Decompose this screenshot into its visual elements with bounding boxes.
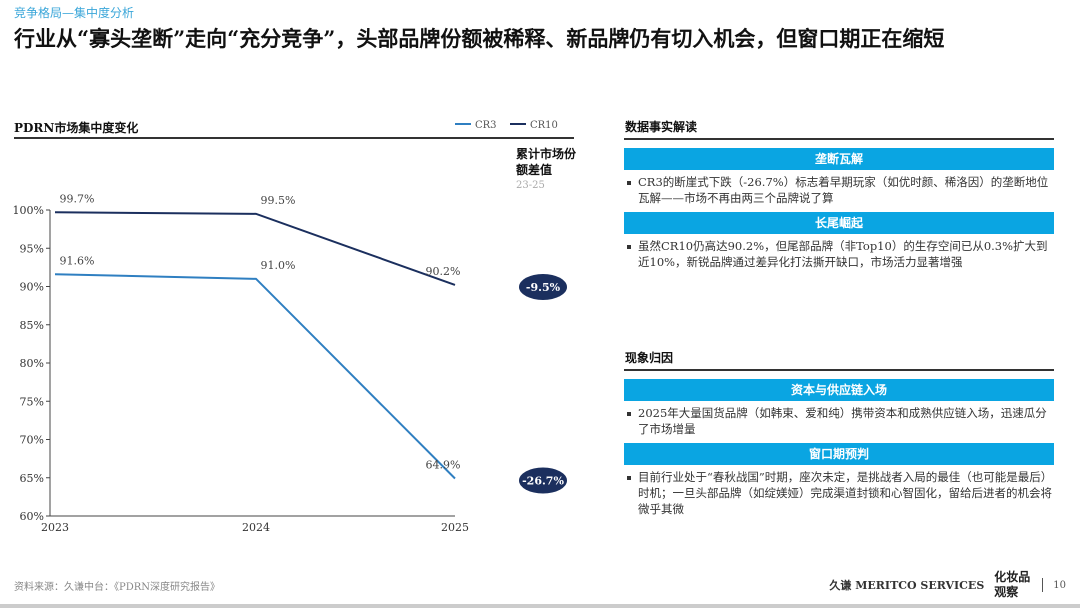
data-label-cr10: 99.5% bbox=[261, 194, 296, 207]
y-tick-label: 100% bbox=[13, 204, 44, 217]
fact-head-2: 长尾崛起 bbox=[624, 212, 1054, 234]
legend-label-cr3: CR3 bbox=[475, 120, 497, 131]
footer-logos: 久谦 MERITCO SERVICES 化妆品观察 10 bbox=[829, 570, 1066, 600]
diff-badge-cr3 bbox=[519, 467, 567, 494]
series-line-cr10 bbox=[54, 211, 456, 286]
y-tick-label: 80% bbox=[20, 357, 44, 370]
fact-text-1: CR3的断崖式下跌（-26.7%）标志着早期玩家（如优时颜、稀洛因）的垄断地位瓦… bbox=[624, 174, 1054, 206]
diff-value-cr3: -26.7% bbox=[522, 475, 564, 488]
facts-panel: 数据事实解读 垄断瓦解 CR3的断崖式下跌（-26.7%）标志着早期玩家（如优时… bbox=[624, 119, 1054, 276]
diff-badge-cr10 bbox=[519, 273, 567, 300]
line-chart: 60% 65% 70% 75% 80% 85% 90% 95% 100% 2023 2024 2025… bbox=[13, 120, 567, 534]
diff-header: 累计市场份额差值 23-25 bbox=[516, 146, 578, 192]
source-note: 资料来源：久谦中台：《PDRN深度研究报告》 bbox=[14, 582, 221, 593]
page-number: 10 bbox=[1053, 579, 1066, 591]
cosmetics-logo: 化妆品观察 bbox=[994, 570, 1031, 599]
causes-panel: 现象归因 资本与供应链入场 2025年大量国货品牌（如韩束、爱和纯）携带资本和成… bbox=[624, 350, 1054, 523]
y-tick-label: 70% bbox=[20, 434, 44, 447]
meritco-logo: 久谦 MERITCO SERVICES bbox=[829, 579, 985, 592]
legend-label-cr10: CR10 bbox=[530, 120, 558, 131]
data-label-cr10: 90.2% bbox=[426, 265, 461, 278]
y-tick-label: 90% bbox=[20, 281, 44, 294]
y-tick-label: 95% bbox=[20, 242, 44, 255]
cause-text-1: 2025年大量国货品牌（如韩束、爱和纯）携带资本和成熟供应链入场，迅速瓜分了市场… bbox=[624, 405, 1054, 437]
cause-head-2: 窗口期预判 bbox=[624, 443, 1054, 465]
x-tick-label: 2023 bbox=[41, 521, 69, 534]
y-tick-label: 65% bbox=[20, 472, 44, 485]
facts-title: 数据事实解读 bbox=[625, 120, 698, 134]
cause-text-2: 目前行业处于“春秋战国”时期，座次未定，是挑战者入局的最佳（也可能是最后）时机；… bbox=[624, 469, 1054, 517]
chart-title: PDRN市场集中度变化 bbox=[14, 121, 139, 135]
diff-value-cr10: -9.5% bbox=[526, 281, 561, 294]
cause-head-1: 资本与供应链入场 bbox=[624, 379, 1054, 401]
data-label-cr3: 91.6% bbox=[60, 254, 95, 267]
x-tick-label: 2024 bbox=[242, 521, 270, 534]
data-label-cr3: 91.0% bbox=[261, 259, 296, 272]
breadcrumb: 竞争格局—集中度分析 bbox=[14, 6, 135, 20]
data-label-cr3: 64.9% bbox=[426, 459, 461, 472]
causes-title: 现象归因 bbox=[625, 351, 674, 365]
y-tick-label: 85% bbox=[20, 319, 44, 332]
diff-header-period: 23-25 bbox=[516, 180, 545, 191]
y-tick-label: 60% bbox=[20, 510, 44, 523]
data-label-cr10: 99.7% bbox=[60, 192, 95, 205]
x-tick-label: 2025 bbox=[441, 521, 469, 534]
y-tick-label: 75% bbox=[20, 395, 44, 408]
series-line-cr3 bbox=[54, 273, 456, 480]
fact-head-1: 垄断瓦解 bbox=[624, 148, 1054, 170]
fact-text-2: 虽然CR10仍高达90.2%，但尾部品牌（非Top10）的生存空间已从0.3%扩… bbox=[624, 238, 1054, 270]
page-title: 行业从“寡头垄断”走向“充分竞争”，头部品牌份额被稀释、新品牌仍有切入机会，但窗… bbox=[14, 26, 945, 51]
diff-header-title: 累计市场份额差值 bbox=[516, 147, 577, 177]
